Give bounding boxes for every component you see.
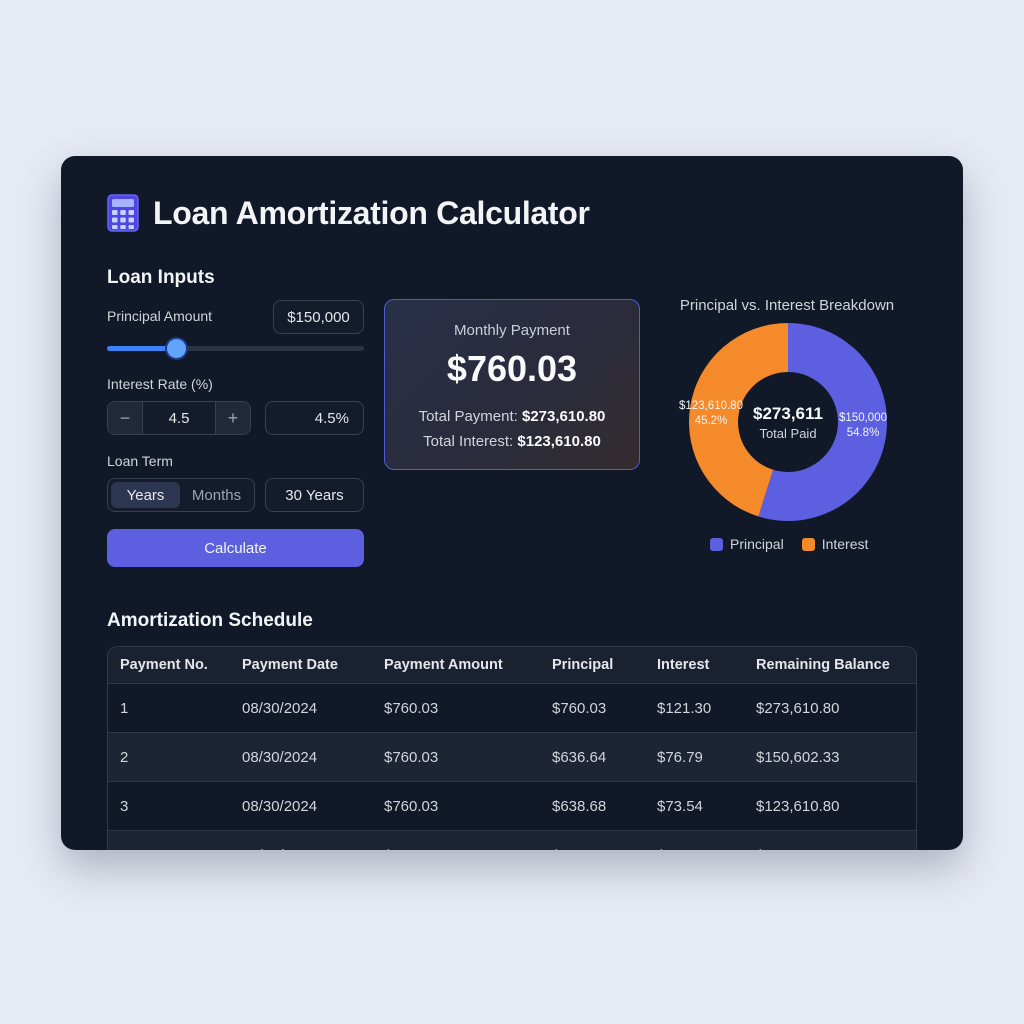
cell-interest: $121.30 xyxy=(657,699,712,717)
table-header: Payment No. Payment Date Payment Amount … xyxy=(108,647,916,684)
interest-slice-label: $123,610.80 45.2% xyxy=(673,399,749,429)
term-option-years[interactable]: Years xyxy=(111,482,180,508)
cell-principal: $638.68 xyxy=(552,797,607,815)
monthly-payment-amount: $760.03 xyxy=(446,348,578,389)
cell-payment-no: 4 xyxy=(108,847,242,851)
principal-label: Principal Amount xyxy=(107,308,213,324)
col-header-payment-date[interactable]: Payment Date xyxy=(242,657,338,673)
cell-payment-amount: $760.03 xyxy=(384,847,552,851)
chart-legend: Principal Interest xyxy=(710,536,868,552)
header: Loan Amortization Calculator xyxy=(107,194,590,232)
table-row[interactable]: 1 08/30/2024 $760.03 $760.03 $121.30 $273,610… xyxy=(108,684,916,733)
principal-slice-amount: $150,000 xyxy=(839,412,887,424)
principal-swatch xyxy=(710,537,723,551)
total-payment: Total Payment: $273,610.80 xyxy=(385,408,639,425)
interest-rate-stepper: − 4.5 + xyxy=(107,401,251,435)
cell-interest: $73.54 xyxy=(657,797,703,815)
amortization-table: Payment No. Payment Date Payment Amount … xyxy=(107,646,917,850)
monthly-payment-label: Monthly Payment xyxy=(454,322,570,339)
cell-payment-date: 08/30/2024 xyxy=(242,699,318,717)
donut-slice-interest[interactable] xyxy=(689,323,788,517)
loan-inputs-title: Loan Inputs xyxy=(107,267,215,288)
table-row[interactable]: 3 08/30/2024 $760.03 $638.68 $73.54 $123,610.… xyxy=(108,782,916,831)
cell-payment-date: 08/30/2024 xyxy=(242,748,318,766)
loan-term-input[interactable]: 30 Years xyxy=(265,478,364,512)
interest-slice-amount: $123,610.80 xyxy=(679,400,743,412)
cell-interest: $70.30 xyxy=(657,847,756,851)
total-payment-value: $273,610.80 xyxy=(521,408,606,425)
col-header-remaining-balance[interactable]: Remaining Balance xyxy=(756,657,890,673)
col-header-interest[interactable]: Interest xyxy=(657,657,710,673)
cell-interest: $76.79 xyxy=(657,748,703,766)
cell-remaining-balance: $150,602.33 xyxy=(756,748,840,766)
breakdown-donut-chart xyxy=(689,323,887,521)
legend-item-principal: Principal xyxy=(710,536,784,552)
cell-payment-no: 3 xyxy=(120,797,129,815)
cell-payment-amount: $760.03 xyxy=(384,797,439,815)
col-header-payment-no[interactable]: Payment No. xyxy=(120,657,208,673)
term-unit-toggle: Years Months xyxy=(107,478,255,512)
chart-title: Principal vs. Interest Breakdown xyxy=(679,297,895,314)
interest-slice-percent: 45.2% xyxy=(694,415,728,427)
cell-payment-amount: $760.03 xyxy=(384,748,439,766)
cell-payment-date: 09/30/2024 xyxy=(242,847,384,851)
total-interest: Total Interest: $123,610.80 xyxy=(385,433,639,450)
cell-remaining-balance: $122,970.00 xyxy=(756,847,916,851)
decrement-button[interactable]: − xyxy=(108,402,142,434)
total-payment-label: Total Payment: xyxy=(418,408,518,425)
loan-term-label: Loan Term xyxy=(107,453,173,469)
cell-remaining-balance: $273,610.80 xyxy=(756,699,840,717)
increment-button[interactable]: + xyxy=(216,402,250,434)
legend-interest-label: Interest xyxy=(821,536,869,552)
donut-slice-principal[interactable] xyxy=(758,323,887,521)
legend-item-interest: Interest xyxy=(801,536,869,552)
schedule-title: Amortization Schedule xyxy=(107,610,313,631)
cell-principal: $760.03 xyxy=(552,699,607,717)
col-header-payment-amount[interactable]: Payment Amount xyxy=(384,657,503,673)
calculator-window: Loan Amortization Calculator Loan Inputs… xyxy=(61,156,963,850)
total-interest-value: $123,610.80 xyxy=(517,433,601,450)
cell-payment-no: 1 xyxy=(120,699,129,717)
principal-slice-percent: 54.8% xyxy=(846,427,880,439)
interest-rate-stepper-value[interactable]: 4.5 xyxy=(142,402,216,434)
principal-input[interactable]: $150,000 xyxy=(273,300,364,334)
legend-principal-label: Principal xyxy=(730,536,784,552)
principal-slice-label: $150,000 54.8% xyxy=(835,411,891,441)
cell-payment-no: 2 xyxy=(120,748,129,766)
interest-rate-label: Interest Rate (%) xyxy=(107,376,213,392)
cell-remaining-balance: $123,610.80 xyxy=(756,797,840,815)
interest-rate-input[interactable]: 4.5% xyxy=(265,401,364,435)
interest-swatch xyxy=(801,537,815,551)
cell-payment-amount: $760.03 xyxy=(384,699,439,717)
donut-center-value: $273,611 xyxy=(753,404,823,423)
table-row[interactable]: 409/30/2024$760.03$640.80$70.30$122,970.… xyxy=(108,831,916,850)
col-header-principal[interactable]: Principal xyxy=(552,657,614,673)
principal-slider[interactable] xyxy=(107,339,364,358)
total-interest-label: Total Interest: xyxy=(423,433,514,450)
monthly-payment-card: Monthly Payment $760.03 Total Payment: $… xyxy=(384,299,640,470)
table-row[interactable]: 2 08/30/2024 $760.03 $636.64 $76.79 $150,602.… xyxy=(108,733,916,782)
principal-slider-fill xyxy=(107,346,177,351)
term-option-months[interactable]: Months xyxy=(191,486,242,504)
principal-slider-thumb[interactable] xyxy=(166,339,186,358)
donut-center-label: Total Paid xyxy=(759,426,817,441)
app-title: Loan Amortization Calculator xyxy=(153,194,590,231)
cell-principal: $636.64 xyxy=(552,748,607,766)
cell-principal: $640.80 xyxy=(552,847,657,851)
cell-payment-date: 08/30/2024 xyxy=(242,797,318,815)
calculate-button[interactable]: Calculate xyxy=(107,529,364,567)
calculator-icon xyxy=(107,194,139,232)
